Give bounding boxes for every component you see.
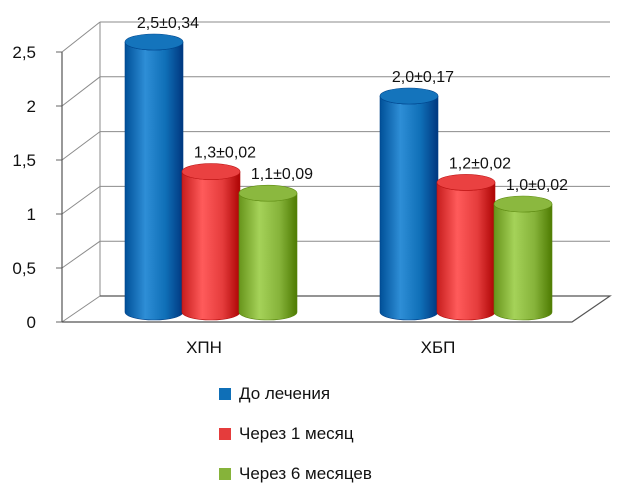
legend-label: До лечения xyxy=(239,384,331,403)
grid-depth-line xyxy=(61,76,101,107)
grid-depth-line xyxy=(61,240,101,269)
bar-top xyxy=(379,87,439,105)
data-label: 2,5±0,34 xyxy=(137,15,199,32)
bar-cylinder xyxy=(238,193,298,321)
y-tick-label: 2,5 xyxy=(12,43,36,62)
legend-item-before-treatment: До лечения xyxy=(219,374,479,414)
grid-depth-line xyxy=(61,21,101,53)
data-label: 1,0±0,02 xyxy=(506,177,568,194)
legend-label: Через 6 месяцев xyxy=(239,464,372,483)
chart-canvas: 0 0,5 1 1,5 2 2,5 ХПН ХБП 2,5±0,34 1,3±0,02 1,1±0,… xyxy=(12,15,612,357)
data-label: 1,2±0,02 xyxy=(449,155,511,172)
y-tick-label: 2 xyxy=(27,97,36,116)
legend-swatch xyxy=(219,468,231,480)
bar-cylinder xyxy=(379,95,439,321)
y-tick-label: 1,5 xyxy=(12,151,36,170)
data-label: 1,1±0,09 xyxy=(251,166,313,183)
data-label: 1,3±0,02 xyxy=(194,145,256,162)
x-category-label: ХПН xyxy=(186,338,222,357)
bar-top xyxy=(436,174,496,191)
legend: До лечения Через 1 месяц Через 6 месяцев xyxy=(219,374,479,494)
y-tick-label: 0 xyxy=(27,313,36,332)
grid-depth-line xyxy=(61,295,101,323)
legend-swatch xyxy=(219,428,231,440)
grid-depth-line xyxy=(61,185,101,215)
bar-top xyxy=(238,184,298,202)
legend-label: Через 1 месяц xyxy=(239,424,354,443)
legend-item-after-1-month: Через 1 месяц xyxy=(219,414,479,454)
floor-outline xyxy=(62,295,612,323)
bar-top xyxy=(181,163,241,180)
bar-chart: 0 0,5 1 1,5 2 2,5 ХПН ХБП 2,5±0,34 1,3±0,02 1,1±0,… xyxy=(12,15,612,483)
y-tick-label: 1 xyxy=(27,205,36,224)
y-tick-label: 0,5 xyxy=(12,259,36,278)
legend-item-after-6-months: Через 6 месяцев xyxy=(219,454,479,494)
x-category-label: ХБП xyxy=(421,338,456,357)
bar-top xyxy=(493,195,553,213)
bar-cylinder xyxy=(181,171,241,321)
bar-top xyxy=(124,33,184,51)
bar-cylinder xyxy=(436,182,496,321)
legend-swatch xyxy=(219,388,231,400)
bar-cylinder xyxy=(493,203,553,321)
data-label: 2,0±0,17 xyxy=(392,69,454,86)
grid-depth-line xyxy=(61,131,101,161)
bar-cylinder xyxy=(124,41,184,321)
